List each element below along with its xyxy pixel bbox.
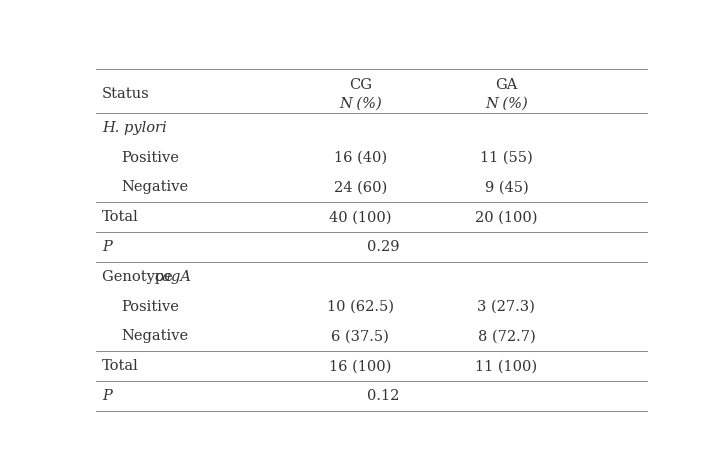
Text: 9 (45): 9 (45): [484, 180, 529, 194]
Text: Status: Status: [102, 87, 149, 101]
Text: 20 (100): 20 (100): [475, 211, 538, 224]
Text: Positive: Positive: [122, 151, 179, 165]
Text: Positive: Positive: [122, 300, 179, 314]
Text: P: P: [102, 240, 112, 254]
Text: CG: CG: [349, 78, 372, 92]
Text: 3 (27.3): 3 (27.3): [478, 300, 535, 314]
Text: Genotype: Genotype: [102, 270, 177, 284]
Text: GA: GA: [495, 78, 518, 92]
Text: 24 (60): 24 (60): [334, 180, 387, 194]
Text: 0.12: 0.12: [367, 389, 399, 403]
Text: 11 (100): 11 (100): [476, 359, 537, 373]
Text: cagA: cagA: [154, 270, 191, 284]
Text: Total: Total: [102, 211, 138, 224]
Text: Negative: Negative: [122, 180, 188, 194]
Text: N (%): N (%): [485, 97, 528, 110]
Text: Total: Total: [102, 359, 138, 373]
Text: 16 (40): 16 (40): [334, 151, 387, 165]
Text: 16 (100): 16 (100): [329, 359, 392, 373]
Text: H. pylori: H. pylori: [102, 121, 167, 135]
Text: 6 (37.5): 6 (37.5): [331, 329, 389, 344]
Text: 11 (55): 11 (55): [480, 151, 533, 165]
Text: 8 (72.7): 8 (72.7): [478, 329, 535, 344]
Text: 10 (62.5): 10 (62.5): [327, 300, 394, 314]
Text: P: P: [102, 389, 112, 403]
Text: 0.29: 0.29: [367, 240, 399, 254]
Text: N (%): N (%): [339, 97, 381, 110]
Text: 40 (100): 40 (100): [329, 211, 392, 224]
Text: Negative: Negative: [122, 329, 188, 344]
